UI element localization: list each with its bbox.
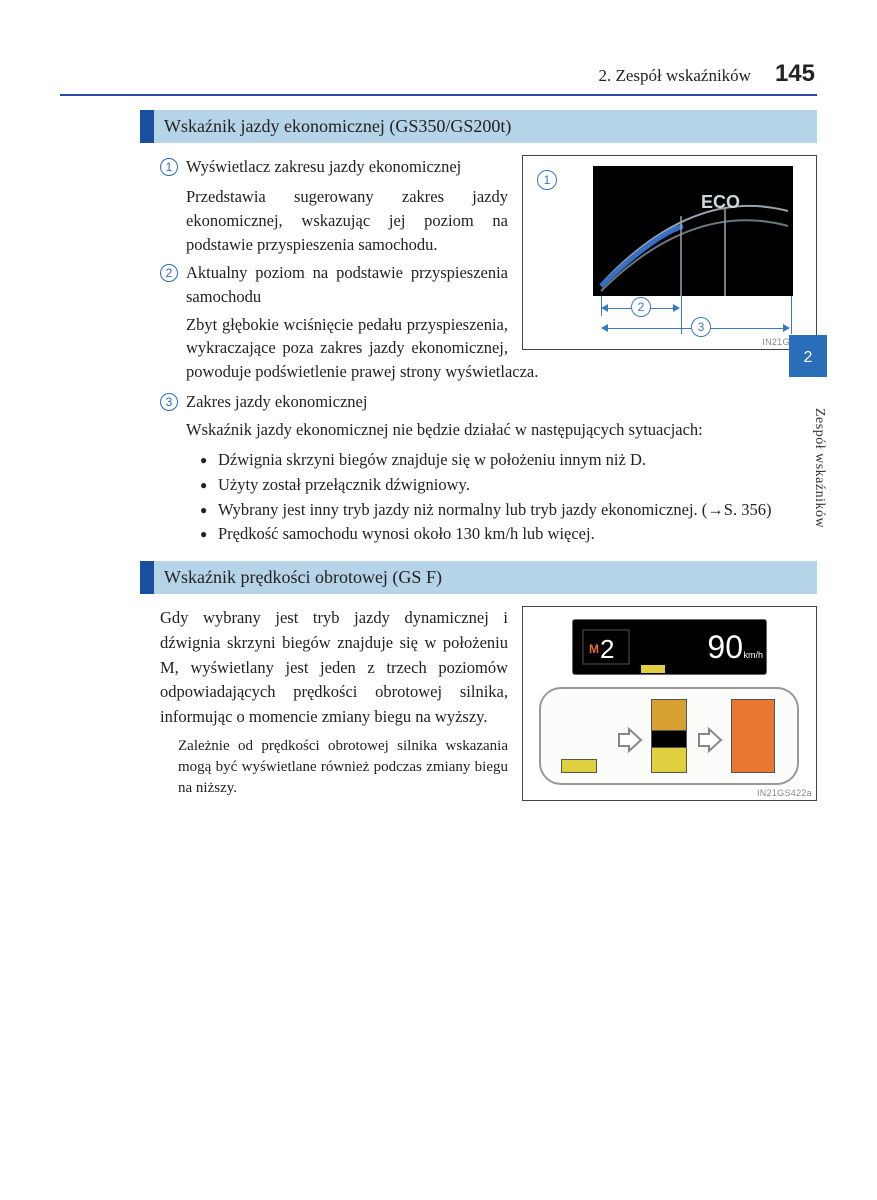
- item-1-body: Wyświetlacz zakresu jazdy ekonomicznej P…: [186, 155, 508, 257]
- eco-arc-svg: ECO: [593, 166, 793, 296]
- callout-3: 3: [691, 317, 711, 337]
- callout-2: 2: [631, 297, 651, 317]
- dim-arrow: [601, 304, 608, 312]
- section1-header: Wskaźnik jazdy ekonomicznej (GS350/GS200…: [140, 110, 817, 143]
- section2-bar: [140, 561, 154, 594]
- header-rule: [60, 94, 817, 96]
- page-number: 145: [775, 60, 815, 88]
- gear-prefix: M: [589, 642, 599, 656]
- callout-1: 1: [537, 170, 557, 190]
- page-header: 2. Zespół wskaźników 145: [60, 60, 817, 88]
- section1-title: Wskaźnik jazdy ekonomicznej (GS350/GS200…: [154, 110, 817, 143]
- bullet-item: Dźwignia skrzyni biegów znajduje się w p…: [200, 448, 817, 473]
- item-2-number: 2: [160, 264, 178, 282]
- item-3-bullets: Dźwignia skrzyni biegów znajduje się w p…: [200, 448, 817, 547]
- dim-tick: [791, 296, 792, 334]
- bullet-item: Użyty został przełącznik dźwigniowy.: [200, 473, 817, 498]
- item-2-body: Aktualny poziom na podstawie przyspiesze…: [186, 261, 508, 309]
- header-section-label: 2. Zespół wskaźników: [598, 66, 751, 86]
- item-3: 3 Zakres jazdy ekonomicznej: [160, 390, 817, 414]
- shift-arrow-2: [697, 727, 723, 758]
- item-3-continuation: Wskaźnik jazdy ekonomicznej nie będzie d…: [186, 418, 817, 442]
- section1-bar: [140, 110, 154, 143]
- shift-panel: [539, 687, 799, 785]
- item-2-title: Aktualny poziom na podstawie przyspiesze…: [186, 261, 508, 309]
- speed-unit: km/h: [743, 650, 763, 660]
- tacho-svg: M 2 90 km/h: [573, 620, 768, 676]
- figure-eco-indicator: ECO 1 2 3 IN21GS412: [522, 155, 817, 350]
- item-3-title: Zakres jazdy ekonomicznej: [186, 390, 817, 414]
- section2-content: M 2 90 km/h: [160, 606, 817, 809]
- level2-bars: [651, 699, 687, 773]
- gear-value: 2: [600, 634, 614, 664]
- item-1: 1 Wyświetlacz zakresu jazdy ekonomicznej…: [160, 155, 508, 257]
- figure1-inner: ECO 1 2 3: [523, 156, 816, 349]
- figure2-inner: M 2 90 km/h: [523, 607, 816, 800]
- item-3-body: Zakres jazdy ekonomicznej: [186, 390, 817, 414]
- item-1-number: 1: [160, 158, 178, 176]
- shift-arrow-1: [617, 727, 643, 758]
- eco-screen: ECO: [593, 166, 793, 296]
- item-3-number: 3: [160, 393, 178, 411]
- item-1-title: Wyświetlacz zakresu jazdy ekonomicznej: [186, 155, 508, 179]
- item-1-desc: Przedstawia sugerowany zakres jazdy ekon…: [186, 185, 508, 257]
- figure-tachometer: M 2 90 km/h: [522, 606, 817, 801]
- figure2-id: IN21GS422a: [757, 788, 812, 798]
- page: 2. Zespół wskaźników 145 Wskaźnik jazdy …: [0, 0, 877, 849]
- tacho-display: M 2 90 km/h: [572, 619, 767, 675]
- bullet-item: Wybrany jest inny tryb jazdy niż normaln…: [200, 498, 817, 523]
- dim-arrow: [601, 324, 608, 332]
- side-tab-number: 2: [789, 349, 827, 367]
- side-tab-label: Zespół wskaźników: [789, 404, 827, 528]
- section1-content: ECO 1 2 3 IN21GS412 1: [160, 155, 817, 547]
- speed-value: 90: [707, 629, 743, 665]
- level1-bar: [561, 759, 597, 773]
- section2-header: Wskaźnik prędkości obrotowej (GS F): [140, 561, 817, 594]
- dim-arrow: [783, 324, 790, 332]
- eco-label: ECO: [701, 192, 740, 212]
- bullet-item: Prędkość samochodu wynosi około 130 km/h…: [200, 522, 817, 547]
- dim-arrow: [673, 304, 680, 312]
- side-tab: 2: [789, 335, 827, 377]
- level3-bar: [731, 699, 775, 773]
- section2-title: Wskaźnik prędkości obrotowej (GS F): [154, 561, 817, 594]
- item-2: 2 Aktualny poziom na podstawie przyspies…: [160, 261, 508, 309]
